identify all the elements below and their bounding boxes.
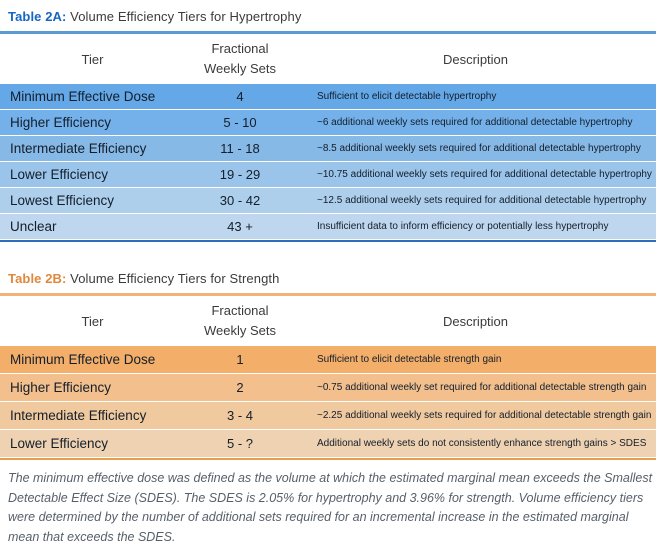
table-row: Lower Efficiency 5 - ? Additional weekly… [0, 430, 656, 457]
cell-tier: Intermediate Efficiency [10, 141, 147, 156]
table-strength-bottom-border [0, 458, 656, 460]
cell-tier: Minimum Effective Dose [10, 352, 156, 367]
cell-sets: 11 - 18 [220, 141, 260, 156]
table-row: Lower Efficiency 19 - 29 ~10.75 addition… [0, 162, 656, 187]
table-strength-top-rule [0, 293, 656, 296]
cell-description: Insufficient data to inform efficiency o… [317, 221, 609, 232]
cell-description: ~10.75 additional weekly sets required f… [317, 169, 652, 180]
cell-sets: 3 - 4 [226, 408, 253, 423]
table-strength-header-row: Tier Fractional Weekly Sets Description [0, 296, 656, 346]
cell-description: ~8.5 additional weekly sets required for… [317, 143, 641, 154]
header-description: Description [442, 313, 509, 329]
cell-description: ~0.75 additional weekly set required for… [317, 382, 647, 393]
cell-tier: Lowest Efficiency [10, 193, 115, 208]
table-row: Higher Efficiency 2 ~0.75 additional wee… [0, 374, 656, 401]
table-hypertrophy-caption: Volume Efficiency Tiers for Hypertrophy [66, 9, 302, 24]
header-description: Description [442, 51, 509, 67]
spacer [0, 242, 667, 262]
header-tier: Tier [81, 313, 104, 329]
footnote: The minimum effective dose was defined a… [8, 471, 653, 544]
cell-sets: 2 [236, 380, 244, 395]
table-hypertrophy: Table 2A: Volume Efficiency Tiers for Hy… [0, 9, 656, 242]
table-row: Minimum Effective Dose 4 Sufficient to e… [0, 84, 656, 109]
cell-description: Sufficient to elicit detectable strength… [317, 354, 502, 365]
table-hypertrophy-bottom-border [0, 240, 656, 242]
cell-description: ~12.5 additional weekly sets required fo… [317, 195, 647, 206]
page: Table 2A: Volume Efficiency Tiers for Hy… [0, 9, 667, 548]
table-hypertrophy-label: Table 2A: [8, 9, 67, 24]
table-row: Intermediate Efficiency 3 - 4 ~2.25 addi… [0, 402, 656, 429]
cell-tier: Lower Efficiency [10, 167, 109, 182]
cell-sets: 30 - 42 [219, 193, 261, 208]
table-hypertrophy-title: Table 2A: Volume Efficiency Tiers for Hy… [8, 9, 656, 24]
cell-sets: 5 - ? [226, 436, 253, 451]
table-strength-body: Minimum Effective Dose 1 Sufficient to e… [0, 346, 656, 457]
table-row: Minimum Effective Dose 1 Sufficient to e… [0, 346, 656, 373]
cell-tier: Higher Efficiency [10, 380, 112, 395]
cell-sets: 5 - 10 [223, 115, 257, 130]
table-row: Unclear 43 + Insufficient data to inform… [0, 214, 656, 239]
cell-tier: Higher Efficiency [10, 115, 112, 130]
cell-sets: 43 + [227, 219, 253, 234]
table-strength-label: Table 2B: [8, 271, 67, 286]
table-hypertrophy-header-row: Tier Fractional Weekly Sets Description [0, 34, 656, 84]
table-strength-title: Table 2B: Volume Efficiency Tiers for St… [8, 271, 656, 286]
table-hypertrophy-body: Minimum Effective Dose 4 Sufficient to e… [0, 84, 656, 239]
cell-description: ~2.25 additional weekly sets required fo… [317, 410, 652, 421]
header-fractional-weekly-sets: Fractional Weekly Sets [203, 41, 276, 76]
table-hypertrophy-top-rule [0, 31, 656, 34]
cell-sets: 4 [236, 89, 244, 104]
cell-tier: Unclear [10, 219, 57, 234]
cell-description: Additional weekly sets do not consistent… [317, 438, 647, 449]
table-row: Higher Efficiency 5 - 10 ~6 additional w… [0, 110, 656, 135]
cell-tier: Minimum Effective Dose [10, 89, 156, 104]
cell-description: ~6 additional weekly sets required for a… [317, 117, 633, 128]
cell-tier: Intermediate Efficiency [10, 408, 147, 423]
header-tier: Tier [81, 51, 104, 67]
table-strength-caption: Volume Efficiency Tiers for Strength [66, 271, 280, 286]
cell-sets: 19 - 29 [219, 167, 261, 182]
table-row: Lowest Efficiency 30 - 42 ~12.5 addition… [0, 188, 656, 213]
cell-tier: Lower Efficiency [10, 436, 109, 451]
table-row: Intermediate Efficiency 11 - 18 ~8.5 add… [0, 136, 656, 161]
cell-description: Sufficient to elicit detectable hypertro… [317, 91, 497, 102]
cell-sets: 1 [236, 352, 244, 367]
table-strength: Table 2B: Volume Efficiency Tiers for St… [0, 271, 656, 460]
header-fractional-weekly-sets: Fractional Weekly Sets [203, 303, 276, 338]
